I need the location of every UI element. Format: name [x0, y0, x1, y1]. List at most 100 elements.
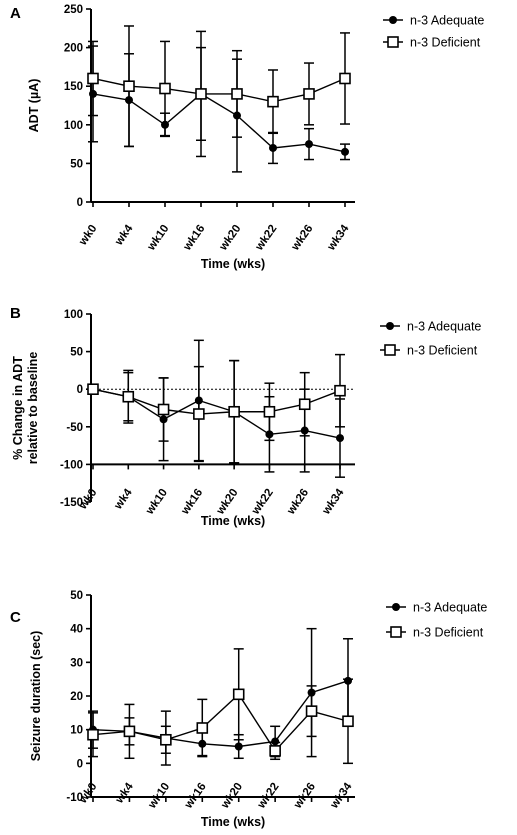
series-deficient [87, 353, 346, 464]
data-point [334, 384, 346, 397]
data-point [87, 72, 99, 85]
panel-letter: A [10, 5, 21, 22]
y-tick-label: 150 [64, 81, 83, 93]
legend-label: n-3 Deficient [410, 36, 481, 50]
data-point [160, 733, 172, 746]
y-tick-label: 0 [77, 758, 83, 770]
series-line [92, 388, 341, 439]
series-adequate [88, 45, 350, 173]
y-axis-title: Seizure duration (sec) [29, 631, 43, 762]
y-tick-label: 10 [70, 725, 83, 737]
data-point [157, 403, 170, 416]
data-point [269, 745, 281, 757]
x-tick-label: wk4 [112, 486, 135, 512]
series-line [92, 693, 349, 753]
y-tick-label: 40 [70, 624, 83, 636]
x-axis-title: Time (wks) [201, 514, 265, 528]
x-tick-label: wk4 [113, 780, 136, 806]
x-tick-label: wk22 [249, 487, 276, 518]
x-tick-label: wk4 [113, 222, 136, 248]
legend-label: n-3 Deficient [413, 626, 484, 640]
legend-marker [387, 36, 399, 48]
x-tick-label: wk20 [217, 223, 244, 254]
data-point [193, 408, 205, 420]
y-tick-label: -10 [66, 792, 83, 804]
data-point [339, 72, 351, 85]
data-point [298, 398, 311, 411]
legend: n-3 Adequate n-3 Deficient [380, 320, 481, 358]
x-axis-title: Time (wks) [201, 257, 265, 271]
legend-label: n-3 Adequate [410, 14, 484, 28]
x-tick-label: wk16 [181, 223, 208, 254]
data-point [305, 140, 313, 149]
y-tick-label: 50 [70, 347, 83, 359]
x-axis-title: Time (wks) [201, 815, 265, 829]
series-deficient [87, 25, 351, 158]
x-tick-label: wk34 [328, 780, 355, 811]
x-tick-label: wk16 [179, 487, 206, 518]
y-axis-title: ADT (µA) [27, 79, 41, 133]
y-tick-label: 0 [77, 197, 83, 209]
legend-label: n-3 Adequate [413, 601, 487, 615]
data-point [234, 742, 243, 751]
y-tick-label: 50 [70, 590, 83, 602]
data-point [263, 405, 276, 418]
x-tick-label: wk20 [214, 487, 241, 518]
series-line [92, 388, 341, 415]
data-point [123, 725, 136, 738]
legend-marker [384, 344, 396, 356]
data-point [228, 405, 240, 418]
x-tick-label: wk0 [77, 223, 100, 249]
y-tick-label: -150 [60, 497, 83, 509]
y-tick-label: 100 [64, 309, 83, 321]
legend: n-3 Adequate n-3 Deficient [386, 601, 487, 640]
legend-marker [386, 322, 394, 330]
x-tick-label: wk34 [325, 222, 352, 253]
y-tick-label: 100 [64, 120, 83, 132]
y-tick-label: 50 [70, 158, 83, 170]
data-point [232, 688, 245, 701]
series-line [92, 77, 346, 103]
data-point [195, 88, 207, 100]
panel-letter: C [10, 609, 21, 626]
data-point [303, 88, 315, 100]
legend-marker [389, 16, 397, 24]
legend-marker [390, 626, 402, 638]
panel-a: A 0 50 100 150 200 250 wk0 wk4 wk10 wk16 wk20 wk22 wk… [10, 4, 484, 271]
y-axis-title-line: relative to baseline [26, 352, 40, 465]
data-point [122, 390, 135, 403]
data-point [305, 705, 318, 717]
y-tick-label: 250 [64, 4, 83, 16]
y-axis-title-line: % Change in ADT [11, 356, 25, 460]
x-tick-label: wk26 [289, 223, 316, 254]
data-point [196, 722, 209, 734]
panel-letter: B [10, 305, 21, 322]
data-point [231, 88, 243, 100]
series-line [92, 93, 346, 153]
y-tick-label: 200 [64, 43, 83, 55]
legend: n-3 Adequate n-3 Deficient [383, 14, 484, 50]
y-tick-label: 0 [77, 384, 83, 396]
data-point [267, 95, 279, 108]
y-tick-label: -50 [66, 422, 83, 434]
legend-marker [392, 603, 400, 611]
data-point [341, 147, 349, 156]
x-tick-label: wk26 [285, 487, 312, 518]
data-point [159, 82, 171, 95]
series-deficient [87, 648, 354, 765]
legend-label: n-3 Adequate [407, 320, 481, 334]
data-point [336, 434, 344, 443]
y-tick-label: 20 [70, 691, 83, 703]
y-tick-label: 30 [70, 657, 83, 669]
data-point [123, 80, 135, 92]
data-point [342, 715, 354, 728]
data-point [87, 728, 99, 741]
x-tick-label: wk10 [145, 223, 172, 254]
x-tick-label: wk10 [143, 487, 170, 518]
x-tick-label: wk22 [253, 223, 280, 254]
x-tick-label: wk34 [320, 486, 347, 517]
data-point [87, 383, 99, 396]
